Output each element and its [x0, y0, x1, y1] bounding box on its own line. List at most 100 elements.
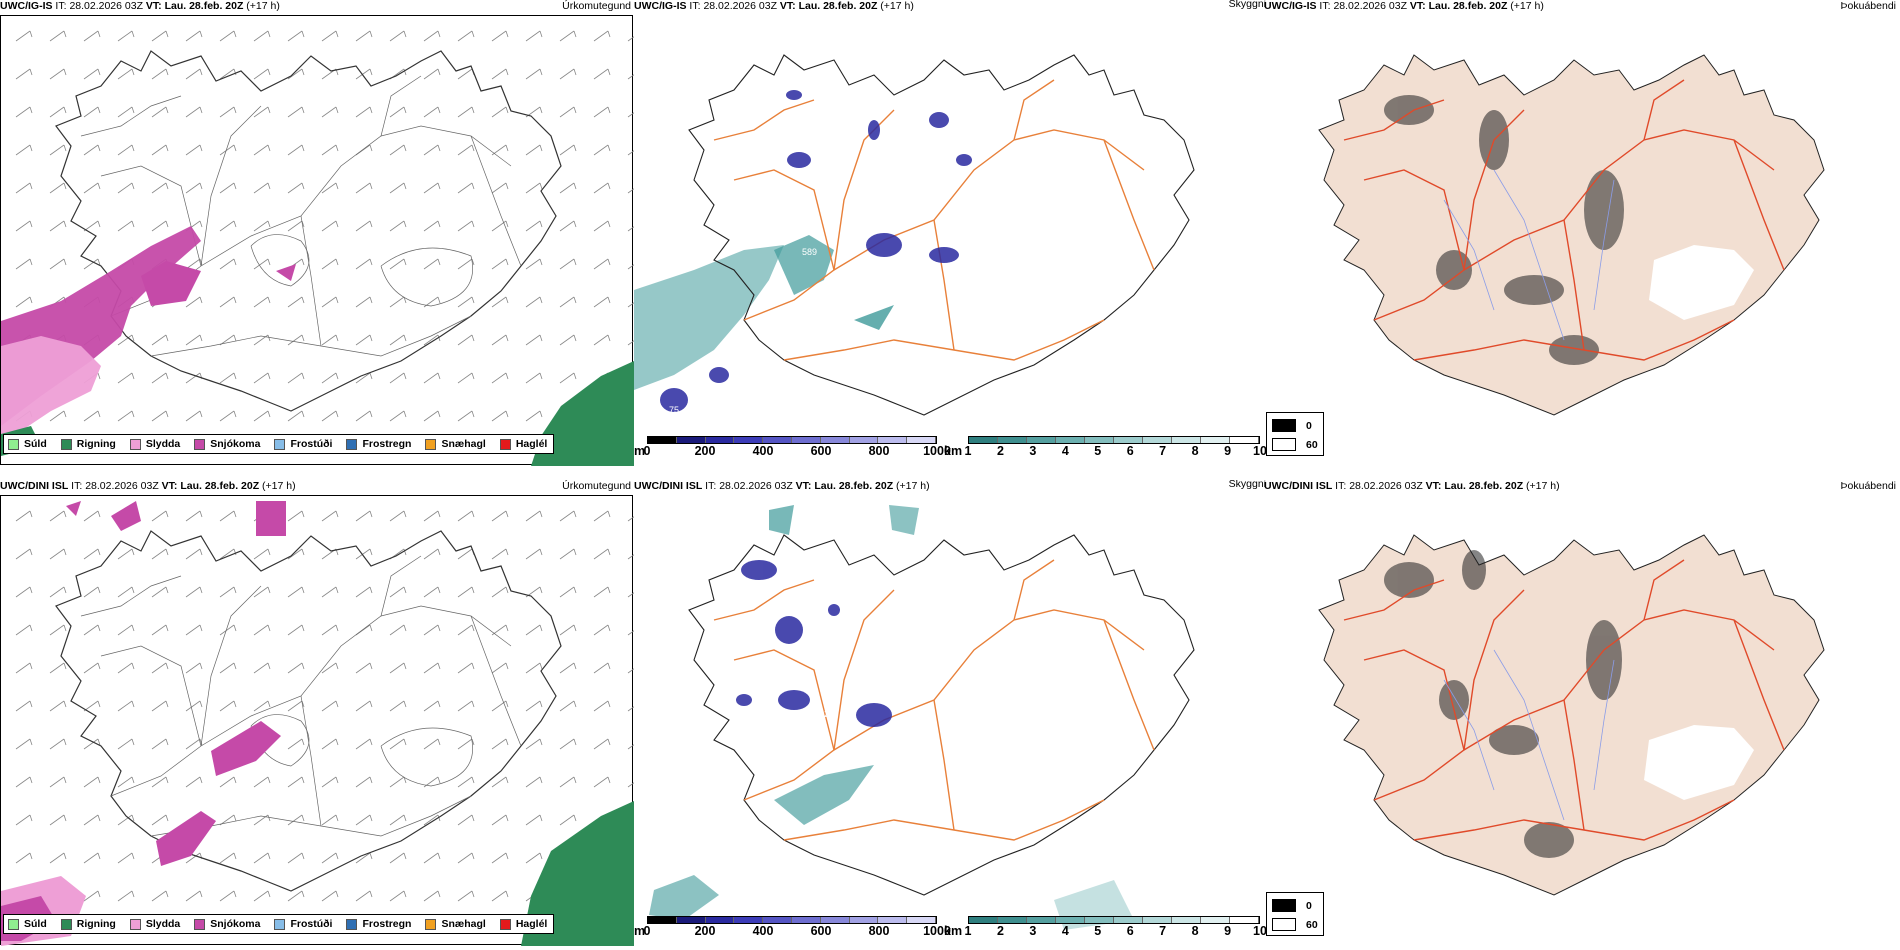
colorbar-swatch	[1085, 917, 1114, 923]
colorbar-tick: 4	[1061, 924, 1069, 938]
legend-item: Snjókoma	[194, 918, 260, 930]
legend-swatch	[425, 438, 437, 450]
colorbar-unit: m	[634, 444, 646, 458]
legend-item: Súld	[8, 438, 47, 450]
model-name: UWC/IG-IS	[1264, 0, 1317, 12]
visibility-colorbar: km 1 2 3 4 5 6 7 8 9 10	[944, 916, 1267, 940]
cloudbase-patches	[736, 560, 892, 727]
panel-parameter: Þokuábendi	[1840, 0, 1896, 12]
legend-item: Frostregn	[346, 438, 411, 450]
panel-parameter: Úrkomutegund	[562, 480, 631, 492]
colorbar-tick: 2	[996, 924, 1004, 938]
panel-parameter: Úrkomutegund	[562, 0, 631, 12]
visibility-area	[854, 305, 894, 330]
wind-barbs	[15, 30, 634, 422]
colorbar-swatch	[1056, 917, 1085, 923]
cloudbase-label: 197	[789, 725, 804, 735]
model-name: UWC/DINI ISL	[0, 480, 69, 492]
colorbar-swatch	[1172, 437, 1201, 443]
cloudbase-label: 589	[802, 247, 817, 257]
cloudbase-patches	[660, 90, 972, 412]
lead-time: (+17 h)	[1510, 0, 1544, 12]
colorbar-swatch	[705, 917, 735, 923]
legend-swatch	[346, 918, 358, 930]
panel-parameter: Þokuábendi	[1840, 480, 1896, 492]
snow-area	[211, 721, 281, 776]
colorbar-swatch	[998, 437, 1027, 443]
colorbar-tick: 8	[1191, 444, 1199, 458]
colorbar-tick: 1000	[923, 444, 951, 458]
legend-swatch	[60, 918, 72, 930]
legend-swatch	[8, 438, 19, 450]
sleet-area	[1, 336, 101, 441]
legend-item: Snjókoma	[194, 438, 260, 450]
visibility-area	[774, 765, 874, 825]
legend-item: Haglél	[499, 438, 547, 450]
fog-map	[1318, 534, 1825, 896]
cloudbase-label: 75	[669, 405, 679, 415]
colorbar-swatch	[705, 437, 735, 443]
colorbar-swatch	[878, 917, 908, 923]
colorbar-swatch	[998, 917, 1027, 923]
fog-panel-top: UWC/IG-IS IT: 28.02.2026 03Z VT: Lau. 28…	[1264, 0, 1900, 470]
snow-patch	[66, 501, 81, 516]
map-frame: Súld Rigning Slydda Snjókoma Frostúði Fr…	[0, 495, 634, 946]
colorbar-tick: 0	[643, 444, 651, 458]
model-name: UWC/DINI ISL	[1264, 480, 1333, 492]
colorbar-tick: 1	[964, 444, 972, 458]
model-name: UWC/IG-IS	[634, 0, 687, 12]
colorbar-tick: 400	[752, 924, 774, 938]
legend-swatch	[499, 918, 511, 930]
panel-title: UWC/DINI ISL IT: 28.02.2026 03Z VT: Lau.…	[0, 480, 296, 492]
colorbar-swatch	[676, 437, 706, 443]
colorbar-tick: 600	[810, 444, 832, 458]
colorbar-swatch	[1114, 917, 1143, 923]
colorbar-swatch	[734, 917, 764, 923]
it-label: IT:	[689, 0, 701, 12]
fog-map	[1318, 54, 1825, 416]
colorbar-swatch	[1114, 437, 1143, 443]
colorbar-swatches	[647, 436, 937, 444]
legend-swatch	[274, 918, 286, 930]
snow-patch	[141, 261, 201, 306]
colorbar-tick: 5	[1094, 444, 1102, 458]
snow-area	[156, 811, 216, 866]
legend-swatch	[425, 918, 437, 930]
visibility-panel-top: UWC/IG-IS IT: 28.02.2026 03Z VT: Lau. 28…	[634, 0, 1270, 470]
colorbar-swatch	[1201, 437, 1230, 443]
colorbar-swatch	[791, 917, 821, 923]
it-value: 28.02.2026 03Z	[69, 0, 143, 12]
colorbar-tick: 6	[1126, 924, 1134, 938]
visibility-area	[889, 505, 919, 535]
map-frame: Súld Rigning Slydda Snjókoma Frostúði Fr…	[0, 15, 634, 466]
colorbar-swatches	[968, 916, 1260, 924]
colorbar-unit: km	[944, 924, 963, 938]
fog-legend: 0 60	[1266, 892, 1324, 936]
precip-type-map	[1, 501, 634, 946]
colorbar-swatch	[907, 917, 936, 923]
colorbar-tick: 7	[1159, 924, 1167, 938]
colorbar-swatch	[763, 437, 792, 443]
lead-time: (+17 h)	[896, 480, 930, 492]
colorbar-tick: 200	[694, 924, 716, 938]
contour-lines	[80, 75, 522, 357]
cloudbase-label: 70	[866, 733, 876, 743]
road-network	[713, 559, 1155, 841]
lead-time: (+17 h)	[262, 480, 296, 492]
colorbar-tick: 5	[1094, 924, 1102, 938]
legend-swatch	[194, 438, 206, 450]
cloudbase-label: 54	[906, 259, 916, 269]
colorbar-tick: 4	[1061, 444, 1069, 458]
cloudbase-label: 135	[896, 723, 911, 733]
colorbar-tick: 7	[1159, 444, 1167, 458]
fog-legend-row: 60	[1267, 435, 1323, 454]
legend-swatch	[274, 438, 286, 450]
visibility-map: 589 54 64 106 75	[634, 54, 1195, 416]
it-value: 28.02.2026 03Z	[703, 0, 777, 12]
fog-legend-row: 0	[1267, 416, 1323, 435]
it-label: IT:	[1319, 0, 1331, 12]
legend-swatch	[1272, 419, 1296, 432]
legend-item: Slydda	[129, 438, 180, 450]
colorbar-swatch	[1201, 917, 1230, 923]
legend-item: Haglél	[499, 918, 547, 930]
